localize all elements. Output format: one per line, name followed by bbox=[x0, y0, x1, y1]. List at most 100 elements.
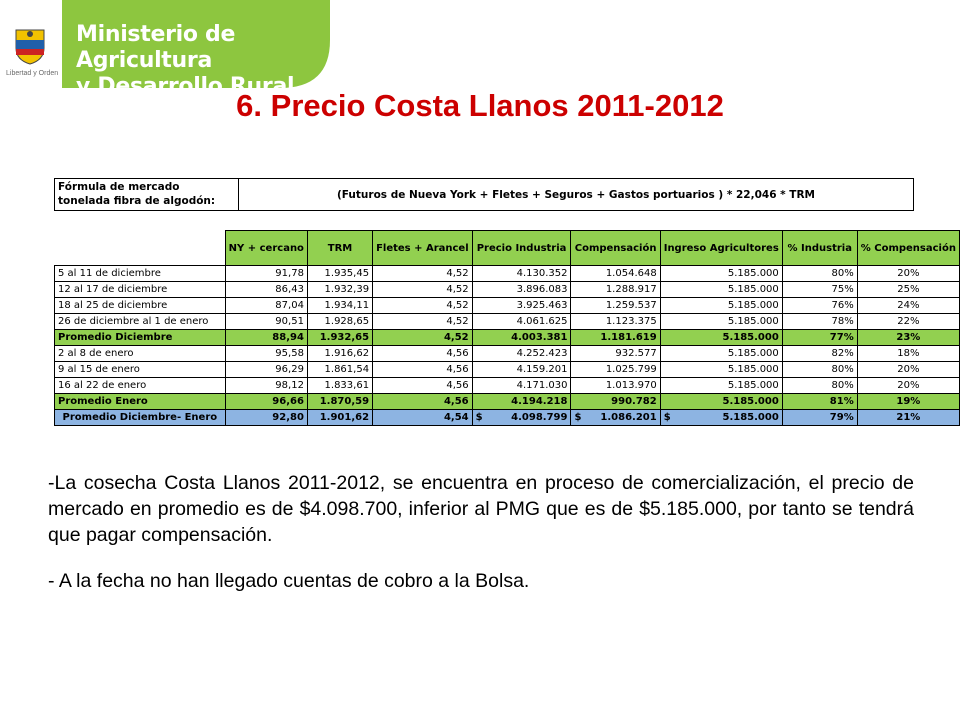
cell-precio: 3.925.463 bbox=[471, 297, 572, 314]
cell-pcomp: 20% bbox=[856, 377, 960, 394]
currency-symbol: $ bbox=[475, 412, 483, 423]
cell-ingreso: 5.185.000 bbox=[659, 361, 783, 378]
cell-ny: 90,51 bbox=[224, 313, 308, 330]
cell-comp: 1.013.970 bbox=[570, 377, 661, 394]
cell-fletes: 4,56 bbox=[372, 361, 473, 378]
table-row: 9 al 15 de enero 96,29 1.861,54 4,56 4.159.2… bbox=[54, 361, 960, 378]
cell-comp: 1.123.375 bbox=[570, 313, 661, 330]
cell-ingreso: 5.185.000 bbox=[659, 345, 783, 362]
cell-fletes: 4,56 bbox=[372, 377, 473, 394]
total-trm: 1.901,62 bbox=[306, 409, 374, 426]
cell-trm: 1.916,62 bbox=[306, 345, 374, 362]
cell-precio: 4.130.352 bbox=[471, 265, 572, 282]
body-text: -La cosecha Costa Llanos 2011-2012, se e… bbox=[48, 470, 914, 594]
cell-trm: 1.870,59 bbox=[306, 393, 374, 410]
cell-pind: 80% bbox=[781, 265, 858, 282]
table-total-row: Promedio Diciembre- Enero 92,80 1.901,62… bbox=[54, 409, 960, 426]
total-fletes: 4,54 bbox=[372, 409, 473, 426]
formula-label: Fórmula de mercado tonelada fibra de alg… bbox=[55, 179, 239, 210]
cell-comp: 1.181.619 bbox=[570, 329, 661, 346]
cell-ny: 96,29 bbox=[224, 361, 308, 378]
table-row: Promedio Diciembre 88,94 1.932,65 4,52 4.003… bbox=[54, 329, 960, 346]
header-pct-compensacion: % Compensación bbox=[856, 230, 960, 266]
currency-symbol: $ bbox=[574, 412, 582, 423]
cell-trm: 1.934,11 bbox=[306, 297, 374, 314]
cell-pind: 78% bbox=[781, 313, 858, 330]
cell-trm: 1.932,39 bbox=[306, 281, 374, 298]
paragraph-1: -La cosecha Costa Llanos 2011-2012, se e… bbox=[48, 472, 914, 546]
cell-precio: 4.159.201 bbox=[471, 361, 572, 378]
cell-trm: 1.932,65 bbox=[306, 329, 374, 346]
cell-ny: 91,78 bbox=[224, 265, 308, 282]
slide-title: 6. Precio Costa Llanos 2011-2012 bbox=[236, 88, 724, 123]
cell-precio: 4.003.381 bbox=[471, 329, 572, 346]
total-comp: $1.086.201 bbox=[570, 409, 661, 426]
table-row: 18 al 25 de diciembre 87,04 1.934,11 4,52 3.… bbox=[54, 297, 960, 314]
total-pind: 79% bbox=[781, 409, 858, 426]
table-row: 16 al 22 de enero 98,12 1.833,61 4,56 4.171.… bbox=[54, 377, 960, 394]
total-ingreso: $5.185.000 bbox=[659, 409, 783, 426]
cell-precio: 4.171.030 bbox=[471, 377, 572, 394]
cell-ny: 87,04 bbox=[224, 297, 308, 314]
cell-label: 16 al 22 de enero bbox=[54, 377, 226, 394]
table-row: Promedio Enero 96,66 1.870,59 4,56 4.194.218… bbox=[54, 393, 960, 410]
ministry-name: Ministerio de Agricultura y Desarrollo R… bbox=[76, 22, 330, 100]
price-table: NY + cercano TRM Fletes + Arancel Precio… bbox=[54, 230, 960, 426]
header-precio: Precio Industria bbox=[471, 230, 572, 266]
cell-fletes: 4,56 bbox=[372, 345, 473, 362]
cell-comp: 990.782 bbox=[570, 393, 661, 410]
cell-comp: 1.025.799 bbox=[570, 361, 661, 378]
cell-ny: 98,12 bbox=[224, 377, 308, 394]
table-row: 12 al 17 de diciembre 86,43 1.932,39 4,52 3.… bbox=[54, 281, 960, 298]
header-compensacion: Compensación bbox=[570, 230, 661, 266]
table-row: 26 de diciembre al 1 de enero 90,51 1.928,… bbox=[54, 313, 960, 330]
cell-trm: 1.928,65 bbox=[306, 313, 374, 330]
total-label: Promedio Diciembre- Enero bbox=[54, 409, 226, 426]
cell-ingreso: 5.185.000 bbox=[659, 281, 783, 298]
cell-ny: 88,94 bbox=[224, 329, 308, 346]
cell-pind: 77% bbox=[781, 329, 858, 346]
formula-table: Fórmula de mercado tonelada fibra de alg… bbox=[54, 178, 914, 211]
cell-trm: 1.861,54 bbox=[306, 361, 374, 378]
header-ny: NY + cercano bbox=[224, 230, 308, 266]
cell-fletes: 4,52 bbox=[372, 281, 473, 298]
cell-label: Promedio Diciembre bbox=[54, 329, 226, 346]
table-body: 5 al 11 de diciembre 91,78 1.935,45 4,52 4.1… bbox=[54, 265, 960, 410]
cell-label: 18 al 25 de diciembre bbox=[54, 297, 226, 314]
cell-fletes: 4,52 bbox=[372, 329, 473, 346]
cell-label: 26 de diciembre al 1 de enero bbox=[54, 313, 226, 330]
cell-ny: 95,58 bbox=[224, 345, 308, 362]
cell-label: 12 al 17 de diciembre bbox=[54, 281, 226, 298]
cell-pind: 75% bbox=[781, 281, 858, 298]
cell-precio: 4.061.625 bbox=[471, 313, 572, 330]
cell-pind: 82% bbox=[781, 345, 858, 362]
cell-label: 5 al 11 de diciembre bbox=[54, 265, 226, 282]
cell-pind: 76% bbox=[781, 297, 858, 314]
cell-pcomp: 18% bbox=[856, 345, 960, 362]
cell-pcomp: 23% bbox=[856, 329, 960, 346]
cell-trm: 1.935,45 bbox=[306, 265, 374, 282]
cell-ingreso: 5.185.000 bbox=[659, 313, 783, 330]
total-comp-value: 1.086.201 bbox=[600, 412, 657, 423]
cell-precio: 3.896.083 bbox=[471, 281, 572, 298]
cell-ny: 96,66 bbox=[224, 393, 308, 410]
table-header-row: NY + cercano TRM Fletes + Arancel Precio… bbox=[54, 230, 960, 266]
cell-fletes: 4,56 bbox=[372, 393, 473, 410]
total-precio: $4.098.799 bbox=[471, 409, 572, 426]
cell-pcomp: 20% bbox=[856, 361, 960, 378]
currency-symbol: $ bbox=[663, 412, 671, 423]
formula-expression: (Futuros de Nueva York + Fletes + Seguro… bbox=[336, 188, 815, 201]
cell-ny: 86,43 bbox=[224, 281, 308, 298]
table-row: 2 al 8 de enero 95,58 1.916,62 4,56 4.252.42… bbox=[54, 345, 960, 362]
cell-precio: 4.194.218 bbox=[471, 393, 572, 410]
table-row: 5 al 11 de diciembre 91,78 1.935,45 4,52 4.1… bbox=[54, 265, 960, 282]
header-fletes: Fletes + Arancel bbox=[372, 230, 473, 266]
coat-of-arms-icon bbox=[12, 26, 48, 66]
cell-pcomp: 19% bbox=[856, 393, 960, 410]
cell-label: 9 al 15 de enero bbox=[54, 361, 226, 378]
motto-text: Libertad y Orden bbox=[6, 70, 59, 77]
cell-fletes: 4,52 bbox=[372, 313, 473, 330]
cell-label: 2 al 8 de enero bbox=[54, 345, 226, 362]
cell-ingreso: 5.185.000 bbox=[659, 265, 783, 282]
cell-ingreso: 5.185.000 bbox=[659, 393, 783, 410]
